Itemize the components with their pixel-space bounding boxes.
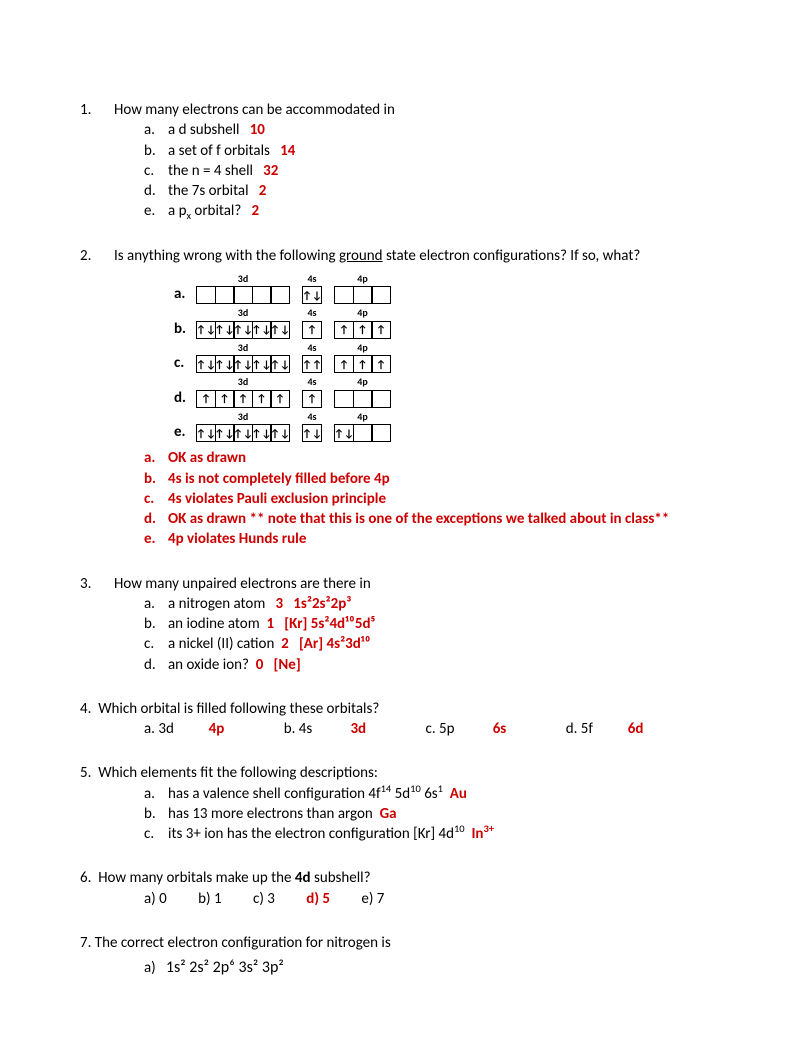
question-5: 5. Which elements fit the following desc… xyxy=(80,763,711,844)
question-3: 3. How many unpaired electrons are there… xyxy=(80,574,711,675)
question-4: 4. Which orbital is filled following the… xyxy=(80,699,711,740)
q1-text: How many electrons can be accommodated i… xyxy=(114,100,711,120)
question-1: 1. How many electrons can be accommodate… xyxy=(80,100,711,222)
question-2: 2. Is anything wrong with the following … xyxy=(80,246,711,550)
question-7: 7. The correct electron configuration fo… xyxy=(80,933,711,979)
q2-number: 2. xyxy=(80,246,114,550)
question-6: 6. How many orbitals make up the 4d subs… xyxy=(80,868,711,909)
q2-text: Is anything wrong with the following gro… xyxy=(114,246,711,266)
orbital-diagram: a.3d4s↑↓4pb.3d↑↓↑↓↑↓↑↓↑↓4s↑4p↑↑↑c.3d↑↓↑↓… xyxy=(174,272,711,443)
q1-number: 1. xyxy=(80,100,114,222)
